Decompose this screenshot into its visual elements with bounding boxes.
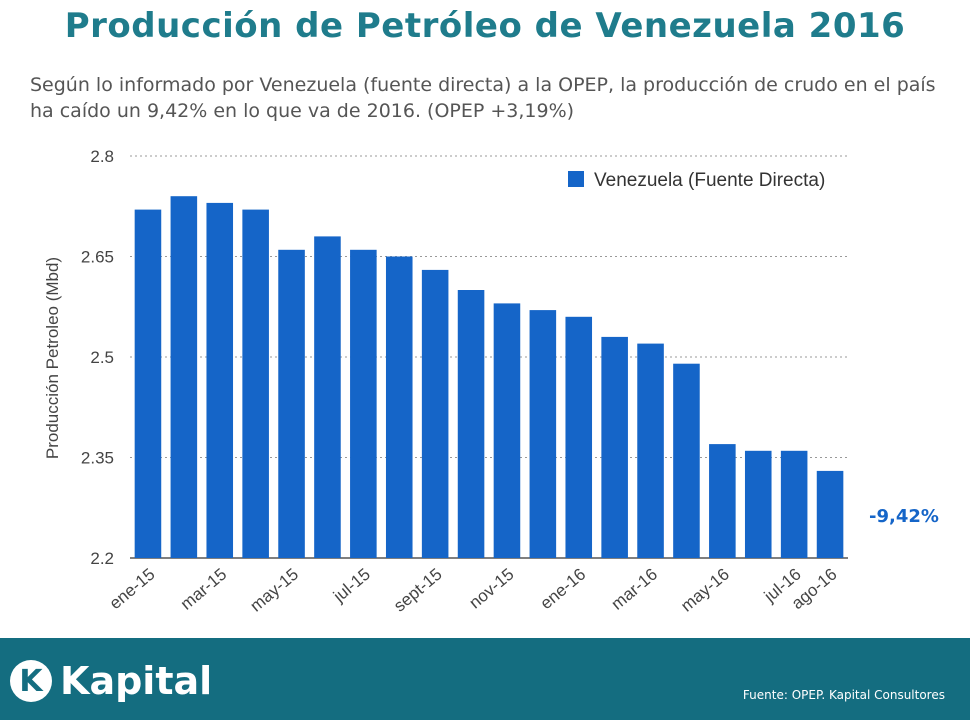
bar-dic-15: [529, 310, 557, 558]
footer-bar: K Kapital Fuente: OPEP. Kapital Consulto…: [0, 638, 970, 720]
bar-may-15: [278, 249, 305, 559]
bar-jul-16: [780, 450, 808, 558]
bar-mar-16: [637, 343, 664, 558]
change-annotation: -9,42%: [869, 506, 939, 527]
bar-mar-15: [206, 202, 234, 558]
bar-jun-15: [314, 236, 341, 558]
bar-feb-15: [170, 196, 198, 558]
y-tick-label: 2.8: [90, 147, 114, 166]
x-tick-label: sept-15: [390, 565, 446, 616]
x-tick-label: may-16: [677, 565, 733, 616]
y-tick-label: 2.5: [90, 348, 114, 367]
bar-ene-16: [565, 316, 593, 558]
x-tick-label: ene-16: [537, 565, 590, 614]
y-axis-label: Producción Petroleo (Mbd): [43, 257, 62, 459]
y-tick-label: 2.2: [90, 549, 114, 568]
page-title: Producción de Petróleo de Venezuela 2016: [64, 6, 906, 46]
bar-ago-16: [816, 470, 844, 558]
x-tick-label: ene-15: [106, 565, 159, 614]
kapital-logo-icon: K: [10, 660, 52, 702]
bar-abr-15: [242, 209, 269, 558]
legend-entry: Venezuela (Fuente Directa): [594, 170, 825, 191]
bar-ene-15: [134, 209, 162, 558]
source-note: Fuente: OPEP. Kapital Consultores: [742, 688, 945, 702]
x-tick-label: nov-15: [465, 565, 517, 613]
bar-ago-15: [385, 256, 413, 558]
kapital-logo-text: Kapital: [60, 659, 213, 703]
bar-jul-15: [350, 249, 377, 559]
bar-abr-16: [673, 363, 700, 558]
bar-sept-15: [421, 269, 449, 558]
bar-chart: 2.2 2.35 2.5 2.65 2.8 ene-15 mar-15 may-15 jul-…: [43, 147, 939, 616]
page-subtitle: Según lo informado por Venezuela (fuente…: [30, 74, 936, 122]
bar-jun-16: [744, 450, 772, 558]
bar-may-16: [709, 444, 736, 558]
x-tick-label: mar-16: [608, 565, 661, 614]
bar-oct-15: [457, 290, 485, 558]
kapital-logo: K Kapital: [10, 658, 212, 704]
x-tick-label: jul-15: [329, 565, 374, 607]
x-tick-label: may-15: [246, 565, 302, 616]
y-tick-label: 2.35: [81, 449, 114, 468]
x-tick-label: mar-15: [177, 565, 230, 614]
bar-nov-15: [493, 303, 521, 558]
legend-swatch: [568, 171, 584, 187]
bar-feb-16: [601, 336, 628, 558]
y-tick-label: 2.65: [81, 248, 114, 267]
